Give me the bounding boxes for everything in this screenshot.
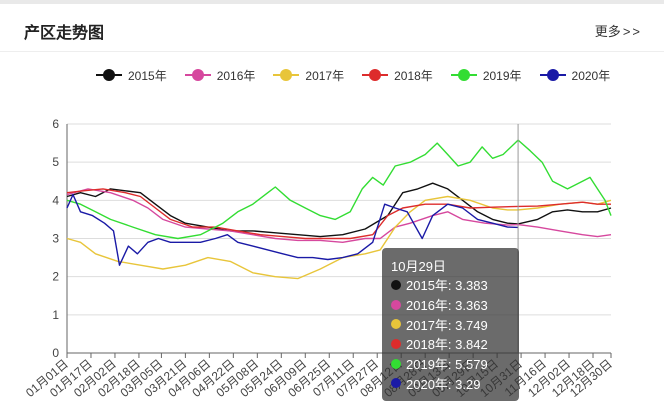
tooltip-dot-icon	[391, 338, 401, 349]
tooltip-dot-icon	[391, 378, 401, 389]
tooltip-date: 10月29日	[391, 259, 446, 274]
series-line	[66, 188, 611, 240]
legend-item-2020[interactable]: 2020年	[539, 67, 611, 84]
legend-marker-icon	[362, 69, 389, 81]
series-line	[66, 139, 612, 240]
tooltip-row-label: 2020年: 3.29	[406, 376, 481, 392]
tooltip-row: 2020年: 3.29	[391, 373, 488, 393]
y-tick-label: 2	[52, 270, 59, 284]
top-border	[0, 0, 664, 4]
header-divider	[0, 51, 664, 52]
line-chart[interactable]: 012345601月01日01月17日02月02日02月18日03月05日03月…	[0, 100, 664, 415]
legend-item-2016[interactable]: 2016年	[184, 67, 256, 84]
legend-label: 2015年	[128, 68, 167, 83]
legend-label: 2017年	[305, 68, 345, 83]
more-link-label: 更多	[594, 24, 621, 39]
legend-dot	[280, 69, 293, 81]
legend-dot	[103, 69, 115, 81]
legend-dot	[457, 69, 470, 81]
series-line	[66, 193, 519, 266]
tooltip-row: 2017年: 3.749	[391, 314, 488, 334]
y-tick-label: 1	[52, 308, 59, 322]
tooltip-row-label: 2015年: 3.383	[406, 278, 488, 294]
y-tick-label: 6	[52, 117, 59, 131]
y-tick-label: 4	[52, 193, 59, 207]
more-link[interactable]: 更多 >>	[595, 21, 642, 40]
tooltip-row-label: 2016年: 3.363	[406, 298, 488, 314]
legend-dot	[191, 69, 204, 81]
tooltip-row: 2018年: 3.842	[391, 334, 488, 354]
panel-title: 产区走势图	[24, 25, 105, 42]
chart-tooltip: 10月29日 2015年: 3.383 2016年: 3.363 2017年: …	[382, 248, 519, 401]
y-tick-label: 0	[52, 346, 59, 360]
y-tick-label: 3	[52, 232, 59, 246]
legend-marker-icon	[96, 69, 122, 81]
legend-dot	[369, 69, 382, 81]
tooltip-dot-icon	[391, 358, 401, 369]
legend-marker-icon	[273, 69, 300, 81]
tooltip-row-label: 2017年: 3.749	[406, 317, 488, 333]
tooltip-row: 2015年: 3.383	[391, 275, 488, 295]
legend-marker-icon	[539, 69, 566, 81]
tooltip-rows: 2015年: 3.383 2016年: 3.363 2017年: 3.749 2…	[391, 275, 488, 393]
y-tick-label: 5	[52, 155, 59, 169]
tooltip-row: 2016年: 3.363	[391, 295, 488, 315]
legend-label: 2019年	[482, 68, 522, 83]
tooltip-row-label: 2019年: 5.579	[406, 357, 488, 373]
legend-label: 2018年	[394, 68, 433, 83]
series-line	[66, 182, 612, 238]
tooltip-row-label: 2018年: 3.842	[406, 337, 488, 353]
legend-label: 2016年	[216, 68, 256, 83]
legend-marker-icon	[450, 69, 477, 81]
series-line	[66, 188, 612, 243]
tooltip-dot-icon	[391, 299, 401, 310]
more-chevron-icon: >>	[622, 24, 642, 39]
tooltip-row: 2019年: 5.579	[391, 354, 488, 374]
legend-marker-icon	[184, 69, 211, 81]
tooltip-dot-icon	[391, 279, 401, 290]
legend-item-2019[interactable]: 2019年	[450, 67, 522, 84]
legend-item-2015[interactable]: 2015年	[96, 67, 167, 84]
chart-legend: 2015年 2016年 2017年 2018年 2019年 2020年	[96, 66, 628, 84]
legend-dot	[546, 69, 559, 81]
tooltip-dot-icon	[391, 319, 401, 330]
legend-item-2017[interactable]: 2017年	[273, 67, 344, 84]
legend-label: 2020年	[571, 68, 611, 83]
legend-item-2018[interactable]: 2018年	[362, 67, 433, 84]
series-line	[66, 195, 612, 280]
panel-header: 产区走势图 更多 >>	[0, 4, 664, 52]
